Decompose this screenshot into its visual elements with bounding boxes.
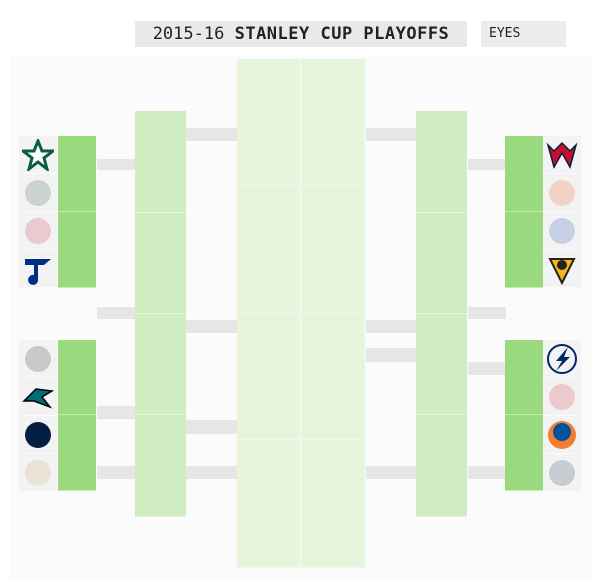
stars-logo-icon <box>19 136 57 173</box>
bracket-connector <box>186 420 238 434</box>
rangers-logo-icon <box>543 212 581 249</box>
west-final-bar[interactable] <box>237 59 300 186</box>
bracket-connector <box>366 128 417 141</box>
bracket-connector <box>468 159 506 170</box>
bracket-connector <box>186 128 238 141</box>
title-label: STANLEY CUP PLAYOFFS <box>234 24 450 44</box>
season-label: 2015-16 <box>152 24 225 44</box>
lightning-logo-icon <box>543 340 581 377</box>
page-title: 2015-16 STANLEY CUP PLAYOFFS <box>135 21 467 47</box>
ducks-logo-icon <box>19 454 57 491</box>
blues-logo-icon <box>19 250 57 287</box>
panthers-logo-icon <box>543 454 581 491</box>
filter-box[interactable]: EYES <box>481 21 566 47</box>
flyers-logo-icon <box>543 174 581 211</box>
bracket-connector <box>468 466 506 479</box>
east-round2-bar[interactable] <box>416 314 467 415</box>
west-round2-bar[interactable] <box>135 111 186 213</box>
east-round2-bar[interactable] <box>416 213 467 314</box>
bracket-connector <box>468 362 506 375</box>
west-final-bar[interactable] <box>237 440 300 568</box>
capitals-logo-icon <box>543 136 581 173</box>
bracket-connector <box>468 307 506 319</box>
sharks-logo-icon <box>19 378 57 415</box>
kings-logo-icon <box>19 340 57 377</box>
islanders-logo-icon <box>543 416 581 453</box>
red-wings-logo-icon <box>543 378 581 415</box>
penguins-logo-icon <box>543 250 581 287</box>
east-final-bar[interactable] <box>301 186 365 314</box>
west-round2-bar[interactable] <box>135 213 186 314</box>
bracket-connector <box>366 348 417 362</box>
bracket-connector <box>97 307 135 319</box>
bracket-connector <box>97 466 135 479</box>
west-round2-bar[interactable] <box>135 415 186 517</box>
blackhawks-logo-icon <box>19 212 57 249</box>
west-round2-bar[interactable] <box>135 314 186 415</box>
wild-logo-icon <box>19 174 57 211</box>
east-final-bar[interactable] <box>301 59 365 186</box>
bracket-connector <box>97 159 135 170</box>
west-round1-bar[interactable] <box>58 340 96 415</box>
east-round1-bar[interactable] <box>505 415 543 491</box>
bracket-connector <box>366 320 417 333</box>
bracket-connector <box>186 466 238 479</box>
west-final-bar[interactable] <box>237 314 300 440</box>
east-round2-bar[interactable] <box>416 111 467 213</box>
east-round1-bar[interactable] <box>505 136 543 212</box>
west-round1-bar[interactable] <box>58 212 96 288</box>
west-round1-bar[interactable] <box>58 136 96 212</box>
east-round1-bar[interactable] <box>505 340 543 415</box>
bracket-connector <box>366 466 417 479</box>
east-final-bar[interactable] <box>301 314 365 440</box>
west-round1-bar[interactable] <box>58 415 96 491</box>
east-final-bar[interactable] <box>301 440 365 568</box>
bracket-connector <box>97 406 135 419</box>
east-round1-bar[interactable] <box>505 212 543 288</box>
west-final-bar[interactable] <box>237 186 300 314</box>
predators-logo-icon <box>19 416 57 453</box>
bracket-connector <box>186 320 238 333</box>
east-round2-bar[interactable] <box>416 415 467 517</box>
